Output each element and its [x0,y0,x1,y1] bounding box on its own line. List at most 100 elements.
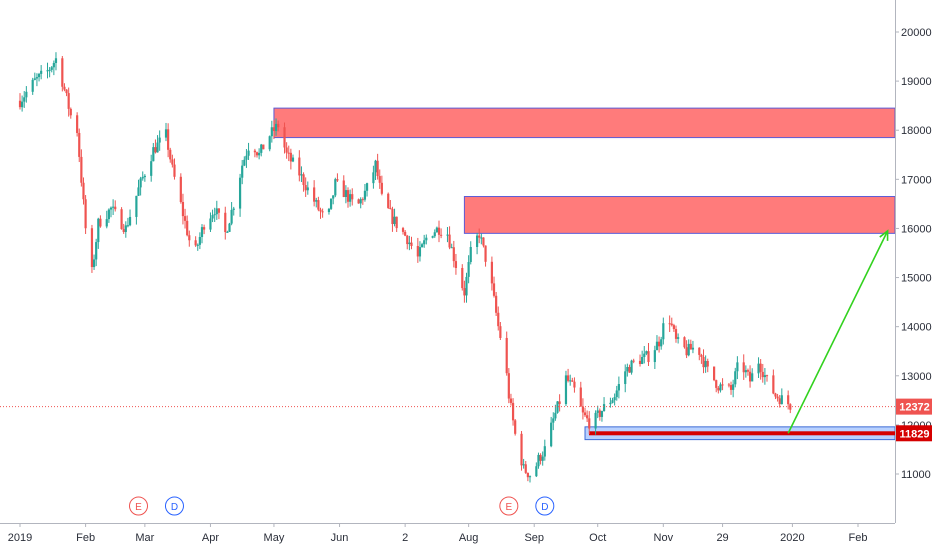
candle-body [410,242,413,246]
candle [196,243,199,251]
candle [31,77,34,95]
candle [514,418,517,436]
candle [313,180,316,207]
candle-body [40,70,43,74]
event-marker-label: D [171,502,178,513]
candle [255,151,259,158]
candle [475,232,479,255]
candle-body [478,235,481,238]
candle-body [97,218,100,243]
candle [416,237,419,263]
candle-body [137,187,140,196]
candle [452,240,455,268]
candle-body [285,147,288,153]
candle [662,317,665,345]
candle-body [765,375,769,377]
candle [150,154,153,182]
candle [645,350,648,356]
candle-body [196,244,199,246]
candle-body [304,185,307,191]
candle [289,148,292,170]
candle [617,376,620,399]
candle-body [124,225,127,233]
candle-body [228,223,231,232]
price-label-box [896,425,932,442]
candle-body [391,208,394,225]
candle [727,382,731,388]
candle-body [586,415,589,419]
candle-body [751,373,754,382]
candle-body [588,418,591,429]
candle [638,354,642,367]
candle [179,173,182,204]
candle-body [291,157,295,162]
event-marker-label: E [505,502,512,513]
candle [556,401,559,414]
candle-body [645,351,648,354]
x-tick-label: 2 [402,532,408,544]
candle [298,150,301,182]
candle [287,145,290,162]
candle [539,453,542,465]
candle [238,173,242,217]
candle [349,189,352,207]
candle [717,386,720,394]
candle-body [268,136,271,150]
candle-body [734,371,737,385]
candle-body [742,362,745,373]
candle [33,72,36,81]
candle-body [31,79,34,92]
candle-body [404,231,407,236]
candle-body [298,157,301,176]
candle [344,185,347,204]
candle [467,255,470,284]
candle-body [374,160,377,173]
candle-body [628,367,631,373]
candle [600,410,604,422]
event-marker-e-3: E [499,496,519,516]
y-tick-label: 14000 [901,322,932,334]
candle [431,235,434,239]
candle-body [626,367,629,372]
candle [440,228,443,239]
candle [657,336,661,353]
candle-body [194,240,197,246]
candle-body [120,209,123,230]
candle [482,237,485,248]
candle [581,398,584,420]
candle [213,207,216,222]
candle-body [80,156,83,183]
candle-body [554,412,557,419]
candle-body [435,227,438,233]
candle [143,174,146,182]
candle [274,118,278,136]
candle-body [359,199,362,204]
candle [54,52,58,71]
candle-body [744,370,747,373]
candle [748,365,752,388]
candle [315,197,318,208]
candle [158,130,161,151]
candle-body [54,58,58,63]
candle [778,395,781,408]
candle-body [423,240,426,245]
candle [321,208,324,218]
event-marker-circle [499,496,519,516]
candle [408,235,411,251]
candle-body [528,476,532,478]
price-label-text: 12372 [899,402,930,414]
candle [713,366,716,382]
candle-body [114,206,117,210]
candle [245,149,248,168]
candle-body [499,326,502,338]
candle-body [613,397,616,401]
candle-body [277,123,280,128]
candle-body [594,412,597,429]
candle [342,175,345,198]
candle [787,390,790,410]
candle [365,182,369,197]
projection-arrowhead [879,229,889,241]
candle [433,229,436,238]
